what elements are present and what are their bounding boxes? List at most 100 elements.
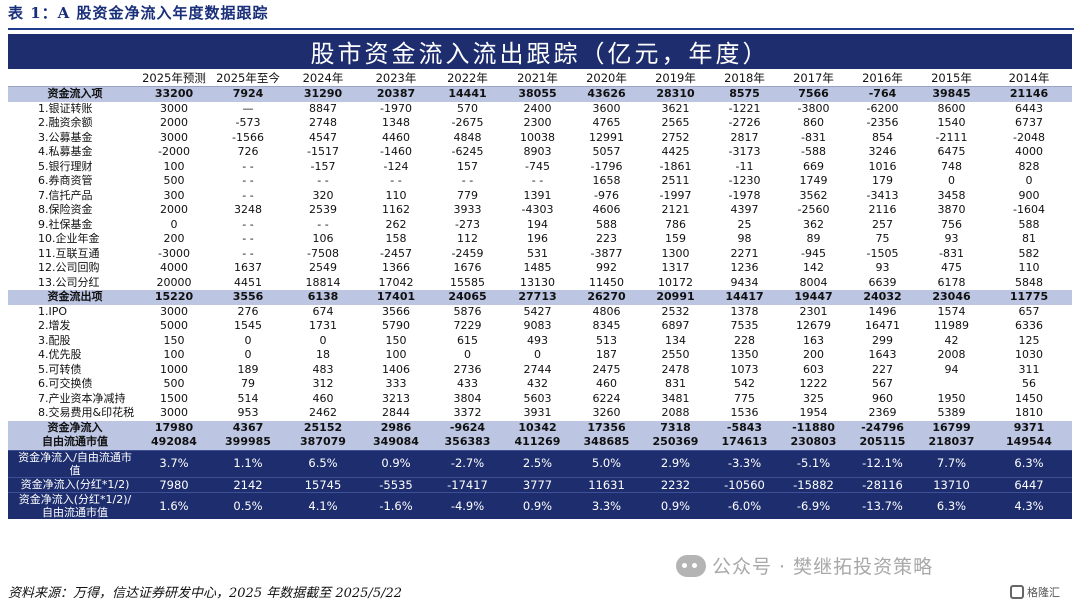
table-cell: 223 xyxy=(596,232,617,245)
table-cell: -2459 xyxy=(451,246,484,260)
table-cell: 16471 xyxy=(865,319,900,332)
row-label: 6.可交换债 xyxy=(38,377,93,390)
table-cell: 6.3% xyxy=(986,449,1072,477)
table-cell: 11450 xyxy=(589,275,624,289)
table-cell: - - xyxy=(242,232,254,245)
table-cell: 3600 xyxy=(592,101,621,115)
table-cell: 150 xyxy=(163,333,185,347)
table-cell: -6.9% xyxy=(779,492,848,519)
table-cell: - - xyxy=(242,159,254,173)
table-cell: 6336 xyxy=(1015,319,1043,332)
table-cell: 3621 xyxy=(661,101,690,115)
table-cell: 2565 xyxy=(661,116,690,129)
table-cell: -1604 xyxy=(1013,203,1045,216)
table-caption: 表 1：A 股资金净流入年度数据跟踪 xyxy=(8,4,269,22)
table-cell: 6.3% xyxy=(917,492,986,519)
table-cell: 3777 xyxy=(503,476,572,493)
table-cell: 325 xyxy=(803,391,824,405)
table-cell: -3.3% xyxy=(710,449,779,477)
table-cell: 3000 xyxy=(160,101,188,115)
table-cell: - - xyxy=(242,174,254,187)
table-cell: 2736 xyxy=(453,362,482,376)
table-cell: 24065 xyxy=(432,290,503,305)
table-cell: 3.7% xyxy=(138,449,210,477)
table-cell: -9624 xyxy=(432,420,503,435)
table-cell: -3173 xyxy=(728,145,761,158)
table-cell: 13710 xyxy=(917,476,986,493)
row-label: 11.互联互通 xyxy=(38,246,100,260)
row-label: 6.券商资管 xyxy=(38,174,93,187)
table-cell: 3260 xyxy=(592,406,621,419)
header-row: 2025年预测 2025年至今 2024年 2023年 2022年 2021年 2020年 2… xyxy=(8,70,1072,87)
table-row: 13.公司分红 20000 4451 18814 17042 15585 13130 1145… xyxy=(8,276,1072,291)
table-cell: 163 xyxy=(803,333,824,347)
table-cell: 150 xyxy=(385,333,407,347)
table-cell: 13130 xyxy=(520,275,555,289)
table-cell: 432 xyxy=(527,377,548,390)
table-cell: 756 xyxy=(941,217,962,231)
table-cell: 1030 xyxy=(1015,348,1043,361)
table-cell: 1643 xyxy=(868,348,897,361)
table-cell: 187 xyxy=(596,348,617,361)
table-cell: 953 xyxy=(237,406,259,419)
table-cell: 7535 xyxy=(730,319,759,332)
table-cell: 100 xyxy=(163,159,185,173)
table-cell: 196 xyxy=(527,232,548,245)
column-header: 2016年 xyxy=(848,70,917,87)
table-cell: 10342 xyxy=(503,420,572,435)
column-header: 2023年 xyxy=(360,70,432,87)
table-cell: 828 xyxy=(1018,159,1040,173)
table-cell: -1978 xyxy=(728,188,761,202)
table-cell: 110 xyxy=(1018,261,1040,274)
column-header: 2025年预测 xyxy=(138,70,210,87)
table-row: 2.融资余额 2000 -573 2748 1348 -2675 2300 4765 2565 -… xyxy=(8,116,1072,131)
table-cell: 1.6% xyxy=(138,492,210,519)
table-cell: -11880 xyxy=(779,420,848,435)
table-cell: 1540 xyxy=(937,116,966,129)
table-cell: 0.9% xyxy=(360,449,432,477)
watermark-text: 公众号 · 樊继拓投资策略 xyxy=(712,556,934,578)
table-cell: 1391 xyxy=(523,188,552,202)
table-cell: 94 xyxy=(944,362,959,376)
table-cell: 81 xyxy=(1022,232,1036,245)
table-cell: 2088 xyxy=(661,406,690,419)
table-cell: 2271 xyxy=(730,246,759,260)
table-cell: -6.0% xyxy=(710,492,779,519)
table-cell: 1366 xyxy=(382,261,410,274)
table-cell: 2844 xyxy=(382,406,410,419)
table-row: 11.互联互通 -3000 - - -7508 -2457 -2459 531 -3877 13… xyxy=(8,247,1072,262)
table-cell: 320 xyxy=(312,188,334,202)
table-cell: 1637 xyxy=(234,261,262,274)
table-cell: 23046 xyxy=(917,290,986,305)
table-cell: 1536 xyxy=(730,406,759,419)
table-cell: 748 xyxy=(941,159,962,173)
table-cell: -4.9% xyxy=(432,492,503,519)
table-cell: -1460 xyxy=(380,145,412,158)
table-cell: 6.5% xyxy=(286,449,360,477)
table-cell: 134 xyxy=(665,333,686,347)
table-cell: 3246 xyxy=(868,145,897,158)
source-note: 资料来源：万得，信达证券研发中心，2025 年数据截至 2025/5/22 xyxy=(8,586,403,601)
table-cell: 2008 xyxy=(937,348,966,361)
table-cell: 854 xyxy=(872,130,893,144)
row-label: 4.私募基金 xyxy=(38,145,93,158)
table-cell: 483 xyxy=(312,362,334,376)
table-cell: 2532 xyxy=(661,304,690,318)
table-cell: 26270 xyxy=(572,290,641,305)
row-label: 1.银证转账 xyxy=(38,101,93,115)
table-cell: 12679 xyxy=(796,319,831,332)
table-cell: 1.1% xyxy=(210,449,286,477)
table-cell: 14441 xyxy=(432,86,503,102)
row-label: 2.增发 xyxy=(38,319,71,332)
table-cell: 142 xyxy=(803,261,824,274)
table-cell: 1350 xyxy=(730,348,759,361)
table-cell: 276 xyxy=(237,304,259,318)
table-cell: -2111 xyxy=(935,130,968,144)
table-cell: 4547 xyxy=(309,130,337,144)
table-cell: 125 xyxy=(1018,333,1040,347)
table-cell: 1000 xyxy=(160,362,188,376)
table-cell: 5790 xyxy=(382,319,410,332)
table-cell: 1222 xyxy=(799,377,828,390)
table-cell: -2560 xyxy=(797,203,830,216)
table-cell: 6447 xyxy=(986,476,1072,493)
